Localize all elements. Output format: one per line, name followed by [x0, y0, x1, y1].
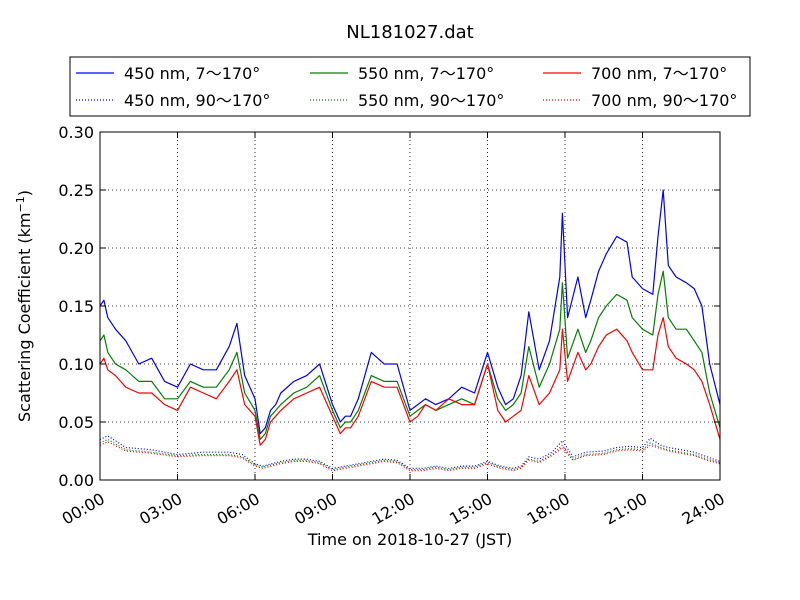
y-axis: 0.00 0.05 0.10 0.15 0.20 0.25 0.30 [58, 123, 720, 490]
y-axis-label-close: ) [15, 190, 34, 196]
chart-title: NL181027.dat [346, 22, 473, 43]
x-axis: 00:00 03:00 06:00 09:00 12:00 15:00 18:00 21:00… [59, 132, 728, 529]
legend-label: 700 nm, 90～170° [591, 91, 737, 110]
y-axis-label-unit-exponent: −1 [14, 196, 27, 212]
x-tick-label: 09:00 [291, 489, 340, 529]
legend-frame [69, 56, 751, 117]
x-tick-label: 15:00 [446, 489, 495, 529]
x-tick-label: 00:00 [59, 489, 108, 529]
y-tick-label: 0.00 [58, 471, 94, 490]
x-tick-label: 03:00 [136, 489, 185, 529]
grid [100, 132, 720, 480]
x-tick-label: 12:00 [369, 489, 418, 529]
y-tick-label: 0.05 [58, 413, 94, 432]
series-layer [100, 189, 720, 472]
series-line [100, 189, 720, 435]
series-line [100, 441, 720, 472]
legend-label: 700 nm, 7～170° [591, 64, 727, 83]
y-tick-label: 0.25 [58, 181, 94, 200]
legend-label: 450 nm, 7～170° [124, 64, 260, 83]
y-tick-label: 0.20 [58, 239, 94, 258]
y-tick-label: 0.10 [58, 355, 94, 374]
y-axis-label-main: Scattering Coefficient (km [15, 212, 34, 422]
legend-label: 450 nm, 90～170° [124, 91, 270, 110]
x-tick-label: 21:00 [601, 489, 650, 529]
y-tick-label: 0.30 [58, 123, 94, 142]
series-line [100, 317, 720, 446]
x-tick-label: 18:00 [524, 489, 573, 529]
x-tick-label: 24:00 [679, 489, 728, 529]
legend-label: 550 nm, 90～170° [358, 91, 504, 110]
series-line [100, 438, 720, 471]
legend: 450 nm, 7～170° 550 nm, 7～170° 700 nm, 7～17… [69, 56, 751, 117]
y-tick-label: 0.15 [58, 297, 94, 316]
y-axis-label: Scattering Coefficient (km−1) [14, 190, 34, 422]
x-axis-label: Time on 2018-10-27 (JST) [307, 530, 512, 549]
x-tick-label: 06:00 [214, 489, 263, 529]
series-line [100, 435, 720, 469]
legend-label: 550 nm, 7～170° [358, 64, 494, 83]
